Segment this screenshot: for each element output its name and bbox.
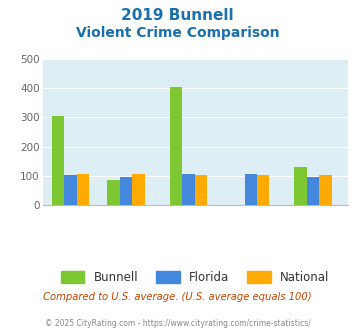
- Bar: [307, 177, 320, 205]
- Text: 2019 Bunnell: 2019 Bunnell: [121, 8, 234, 23]
- Bar: [51, 116, 64, 205]
- Bar: [195, 175, 207, 205]
- Bar: [245, 174, 257, 205]
- Text: Violent Crime Comparison: Violent Crime Comparison: [76, 26, 279, 40]
- Bar: [120, 177, 132, 205]
- Text: © 2025 CityRating.com - https://www.cityrating.com/crime-statistics/: © 2025 CityRating.com - https://www.city…: [45, 319, 310, 328]
- Bar: [107, 180, 120, 205]
- Text: Compared to U.S. average. (U.S. average equals 100): Compared to U.S. average. (U.S. average …: [43, 292, 312, 302]
- Bar: [257, 175, 269, 205]
- Bar: [294, 167, 307, 205]
- Bar: [77, 174, 89, 205]
- Bar: [170, 87, 182, 205]
- Bar: [64, 175, 77, 205]
- Bar: [132, 174, 144, 205]
- Bar: [182, 174, 195, 205]
- Legend: Bunnell, Florida, National: Bunnell, Florida, National: [56, 266, 334, 289]
- Bar: [320, 175, 332, 205]
